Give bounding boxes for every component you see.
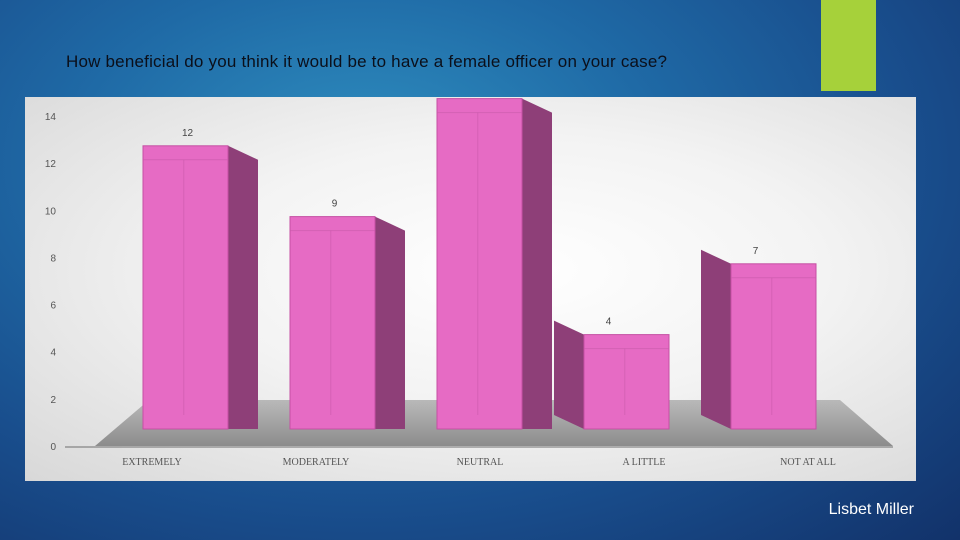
- x-tick-label: NEUTRAL: [457, 457, 504, 468]
- x-tick-label: NOT AT ALL: [780, 457, 836, 468]
- bar-chart: 0 2 4 6 8 10 12 14 12 9 14 4 7 EXTREMELY MODERATELY N…: [45, 98, 893, 468]
- bar-side: [228, 145, 258, 430]
- y-tick-label: 14: [45, 112, 57, 123]
- data-label: 7: [753, 246, 759, 257]
- x-tick-label: MODERATELY: [283, 457, 350, 468]
- bar: 4: [554, 317, 670, 430]
- bars: 12 9 14 4 7: [142, 98, 817, 430]
- x-tick-label: EXTREMELY: [122, 457, 182, 468]
- x-tick-label: A LITTLE: [622, 457, 665, 468]
- y-tick-label: 6: [50, 301, 56, 312]
- bar-side: [554, 320, 584, 429]
- bar: 12: [142, 128, 258, 430]
- y-tick-label: 12: [45, 159, 57, 170]
- y-tick-label: 8: [50, 253, 56, 264]
- bar: 7: [701, 246, 817, 430]
- chart-panel: 0 2 4 6 8 10 12 14 12 9 14 4 7 EXTREMELY MODERATELY N…: [25, 97, 916, 481]
- y-tick-label: 10: [45, 206, 57, 217]
- bar: 14: [436, 98, 552, 430]
- author-name: Lisbet Miller: [828, 501, 914, 518]
- slide-title: How beneficial do you think it would be …: [66, 52, 668, 71]
- y-tick-label: 2: [50, 395, 56, 406]
- data-label: 9: [332, 199, 338, 210]
- bar-front: [289, 216, 376, 430]
- bar-side: [522, 98, 552, 429]
- bar: 9: [289, 199, 405, 430]
- bar-front: [142, 145, 229, 430]
- x-axis: EXTREMELY MODERATELY NEUTRAL A LITTLE NOT AT…: [122, 457, 836, 468]
- y-tick-label: 0: [50, 442, 56, 453]
- data-label: 12: [182, 128, 194, 139]
- bar-front: [436, 98, 523, 430]
- y-tick-label: 4: [50, 348, 56, 359]
- bar-side: [375, 216, 405, 429]
- bar-front: [730, 263, 817, 430]
- bar-side: [701, 249, 731, 429]
- y-axis: 0 2 4 6 8 10 12 14: [45, 112, 57, 453]
- bar-front: [583, 334, 670, 430]
- data-label: 4: [606, 317, 612, 328]
- accent-bar: [821, 0, 876, 91]
